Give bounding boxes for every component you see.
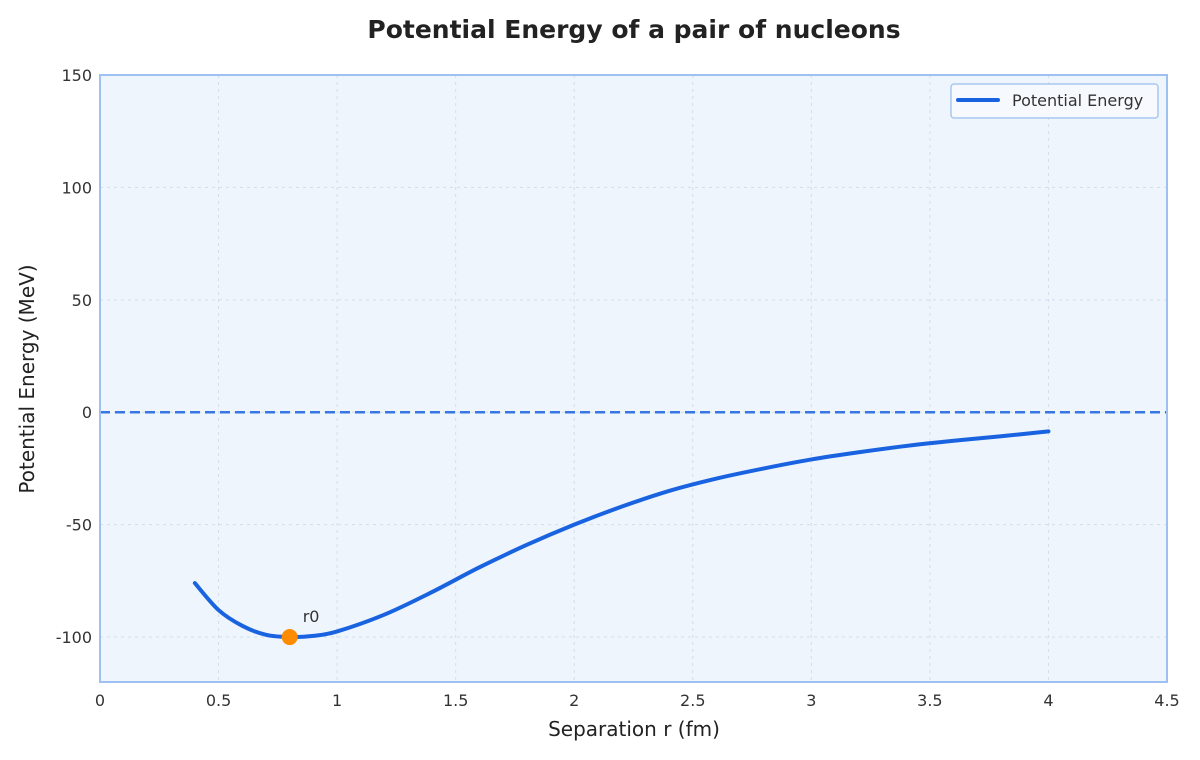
annotation-label-0: r0: [303, 607, 320, 626]
annotations: r0: [281, 607, 320, 646]
y-axis-ticks: -100 -50 0 50 100 150: [56, 66, 92, 647]
x-tick-label-7: 3.5: [917, 691, 942, 710]
y-tick-label-0: -100: [56, 628, 92, 647]
x-axis-ticks: 0 0.5 1 1.5 2 2.5 3 3.5 4 4.5: [95, 691, 1180, 710]
x-tick-label-4: 2: [569, 691, 579, 710]
x-tick-label-5: 2.5: [680, 691, 705, 710]
y-tick-label-3: 50: [72, 291, 92, 310]
annotation-marker-0: [281, 629, 298, 646]
series-group: [192, 429, 1051, 640]
x-tick-label-3: 1.5: [443, 691, 468, 710]
x-tick-label-9: 4.5: [1154, 691, 1179, 710]
x-tick-label-0: 0: [95, 691, 105, 710]
y-tick-label-4: 100: [61, 178, 92, 197]
y-axis-label: Potential Energy (MeV): [15, 264, 39, 493]
x-tick-label-1: 0.5: [206, 691, 231, 710]
legend-entry-potential-energy: Potential Energy: [1012, 91, 1143, 110]
plot-area: [100, 75, 1167, 682]
legend: Potential Energy: [950, 83, 1159, 119]
x-tick-label-2: 1: [332, 691, 342, 710]
x-tick-label-8: 4: [1043, 691, 1053, 710]
x-tick-label-6: 3: [806, 691, 816, 710]
y-tick-label-1: -50: [66, 516, 92, 535]
y-tick-label-5: 150: [61, 66, 92, 85]
x-axis-label: Separation r (fm): [548, 717, 720, 741]
legend-box: [950, 83, 1159, 119]
plot-frame: [99, 74, 1168, 683]
chart-title: Potential Energy of a pair of nucleons: [367, 15, 900, 44]
series-line-0: [192, 429, 1051, 640]
y-tick-label-2: 0: [82, 403, 92, 422]
